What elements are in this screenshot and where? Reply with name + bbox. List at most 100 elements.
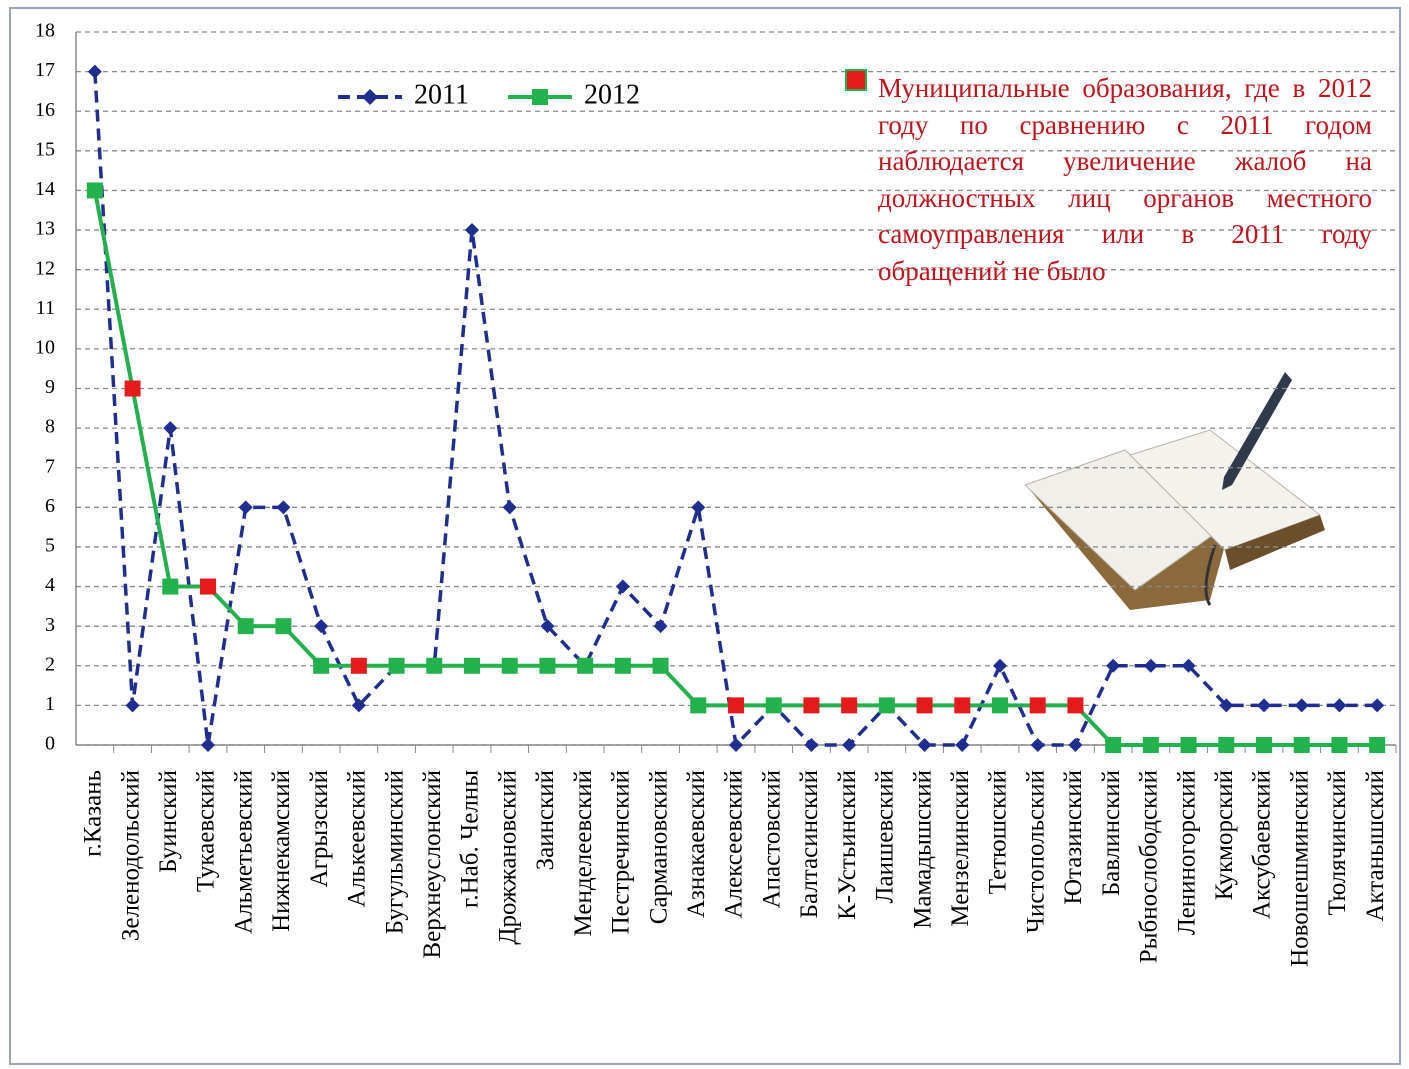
data-point (917, 738, 932, 752)
legend-marker (362, 89, 378, 105)
data-point (201, 738, 215, 752)
data-point (841, 697, 858, 714)
data-point (1142, 737, 1159, 753)
data-point (540, 619, 555, 634)
data-point (1370, 698, 1385, 713)
data-point (729, 738, 743, 752)
y-tick-label: 14 (35, 178, 55, 200)
y-tick-label: 7 (45, 455, 55, 477)
y-tick-label: 12 (35, 257, 55, 279)
y-tick-label: 6 (45, 495, 55, 517)
x-tick-label: Верхнеуслонский (419, 770, 446, 959)
data-point (426, 657, 443, 674)
x-tick-label: Кукморский (1211, 770, 1238, 900)
data-point (1293, 737, 1310, 753)
x-tick-label: Мензелинский (947, 770, 974, 927)
data-point (351, 698, 366, 713)
x-tick-label: Азнакаевский (683, 770, 710, 918)
x-tick-label: Актанышский (1362, 770, 1389, 922)
x-tick-label: Сармановский (645, 770, 672, 924)
x-tick-label: г.Казань (80, 770, 107, 857)
data-point (916, 697, 933, 714)
data-point (314, 619, 329, 634)
annotation: Муниципальные образования, где в 2012 го… (878, 73, 1372, 286)
data-point (163, 421, 178, 436)
y-tick-label: 11 (36, 297, 55, 319)
y-tick-label: 16 (35, 99, 55, 121)
x-tick-label: Новошешминский (1286, 770, 1313, 967)
x-tick-label: Зеленодольский (117, 770, 144, 941)
y-tick-label: 3 (45, 614, 55, 636)
data-point (313, 657, 330, 674)
data-point (539, 657, 556, 674)
x-tick-label: Тукаевский (193, 770, 220, 892)
x-tick-label: Мамадышский (909, 770, 936, 929)
data-point (124, 380, 141, 397)
data-point (652, 657, 669, 674)
data-point (878, 697, 895, 714)
x-tick-label: Алькеевский (344, 770, 371, 907)
data-point (577, 657, 594, 674)
data-point (1180, 737, 1197, 753)
data-point (1067, 697, 1084, 714)
x-tick-label: К-Устьинский (834, 770, 861, 920)
legend-marker (532, 89, 548, 105)
x-tick-label: Нижнекамский (268, 770, 295, 932)
x-tick-label: Пестречинский (608, 770, 635, 934)
x-tick-label: Алексеевский (721, 770, 748, 918)
data-point (276, 500, 291, 515)
legend-label: 2011 (414, 79, 469, 110)
data-point (691, 500, 706, 515)
data-point (1030, 738, 1045, 752)
x-tick-label: Агрызский (306, 770, 333, 887)
x-tick-label: Аксубаевский (1249, 770, 1276, 919)
x-tick-label: Чистопольский (1022, 770, 1049, 933)
frame (9, 7, 1401, 1065)
data-point (1294, 698, 1309, 713)
x-tick-label: г.Наб. Челны (457, 770, 484, 908)
data-point (1256, 737, 1272, 753)
data-point (765, 697, 782, 714)
data-point (728, 697, 744, 714)
legend-label: 2012 (584, 79, 640, 110)
x-tick-label: Менделеевский (570, 770, 597, 937)
data-point (842, 738, 857, 752)
y-tick-label: 0 (45, 733, 55, 755)
y-tick-label: 8 (45, 416, 55, 438)
data-point (275, 618, 292, 635)
data-point (501, 657, 518, 674)
x-tick-label: Тетюшский (985, 770, 1012, 894)
x-tick-label: Лениногорский (1173, 770, 1200, 935)
data-point (1143, 658, 1158, 673)
data-point (690, 697, 707, 714)
data-point (87, 64, 102, 79)
data-point (388, 657, 405, 674)
x-tick-label: Бугульминский (381, 770, 408, 934)
data-point (992, 697, 1008, 714)
x-tick-label: Альметьевский (230, 770, 257, 934)
data-point (1257, 698, 1271, 713)
data-point (502, 500, 517, 515)
data-point (614, 657, 631, 674)
data-point (615, 579, 630, 594)
x-tick-label: Бавлинский (1098, 770, 1125, 896)
data-point (1029, 697, 1046, 714)
x-tick-label: Лаишевский (872, 770, 899, 903)
data-point (1106, 658, 1121, 673)
data-point (465, 223, 479, 238)
y-tick-label: 15 (35, 138, 55, 160)
data-point (1331, 737, 1348, 753)
data-point (804, 738, 819, 752)
x-tick-label: Дрожжановский (494, 770, 521, 945)
x-tick-label: Апастовский (758, 770, 785, 908)
x-tick-label: Ютазинский (1060, 770, 1087, 905)
data-point (238, 500, 253, 515)
data-point (653, 619, 668, 634)
data-point (1181, 658, 1196, 673)
data-point (464, 657, 480, 674)
data-point (200, 578, 216, 595)
y-tick-label: 5 (45, 535, 55, 557)
data-point (125, 698, 140, 713)
data-point (237, 618, 254, 635)
